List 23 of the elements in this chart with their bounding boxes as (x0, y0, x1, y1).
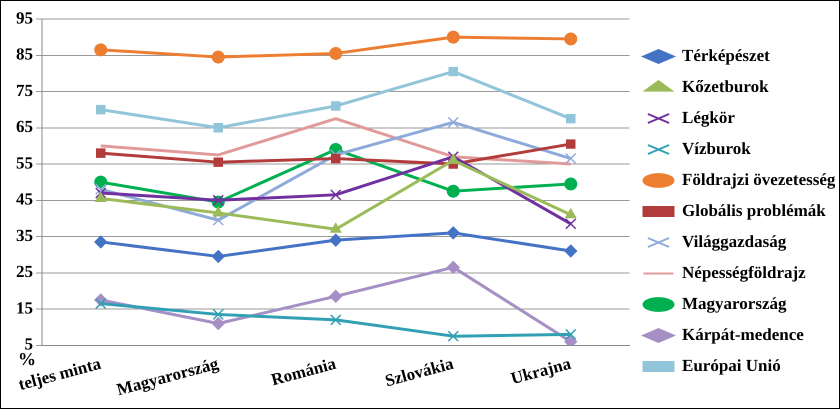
y-tick-label: 25 (16, 262, 33, 282)
y-tick-label: 65 (16, 117, 33, 136)
legend-label: Globális problémák (682, 200, 826, 220)
y-tick-label: 35 (16, 226, 33, 245)
y-tick-label: 15 (16, 298, 33, 318)
legend-label: Magyarország (682, 294, 787, 313)
y-tick-label: 75 (16, 80, 33, 100)
legend-label: Világgazdaság (682, 232, 787, 251)
y-tick-label: 45 (16, 190, 33, 209)
y-tick-label: 55 (16, 153, 33, 172)
legend-label: Vízburok (682, 138, 752, 158)
y-tick-label: 85 (16, 44, 33, 64)
legend-label: Európai Unió (682, 356, 781, 375)
y-tick-label: 95 (16, 8, 33, 28)
legend-label: Földrajzi övezetesség (682, 170, 836, 189)
legend-label: Népességföldrajz (682, 262, 806, 282)
legend-label: Kőzetburok (682, 76, 770, 96)
legend-label: Kárpát-medence (682, 324, 804, 344)
x-tick-label: Ukrajna (508, 354, 574, 388)
x-tick-label: Románia (269, 354, 338, 390)
legend-label: Légkör (682, 108, 736, 127)
x-tick-label: Szlovákia (382, 354, 456, 390)
legend-label: Térképészet (682, 46, 770, 65)
